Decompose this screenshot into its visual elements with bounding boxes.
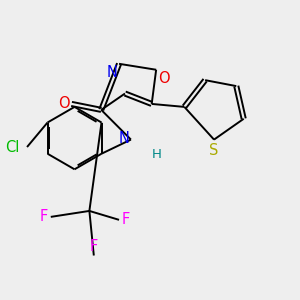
Text: N: N	[107, 65, 118, 80]
Text: F: F	[122, 212, 130, 227]
Text: O: O	[158, 71, 169, 86]
Text: N: N	[118, 130, 129, 146]
Text: F: F	[40, 209, 48, 224]
Text: S: S	[209, 142, 219, 158]
Text: Cl: Cl	[5, 140, 20, 154]
Text: F: F	[90, 239, 98, 254]
Text: O: O	[58, 96, 70, 111]
Text: H: H	[152, 148, 162, 161]
